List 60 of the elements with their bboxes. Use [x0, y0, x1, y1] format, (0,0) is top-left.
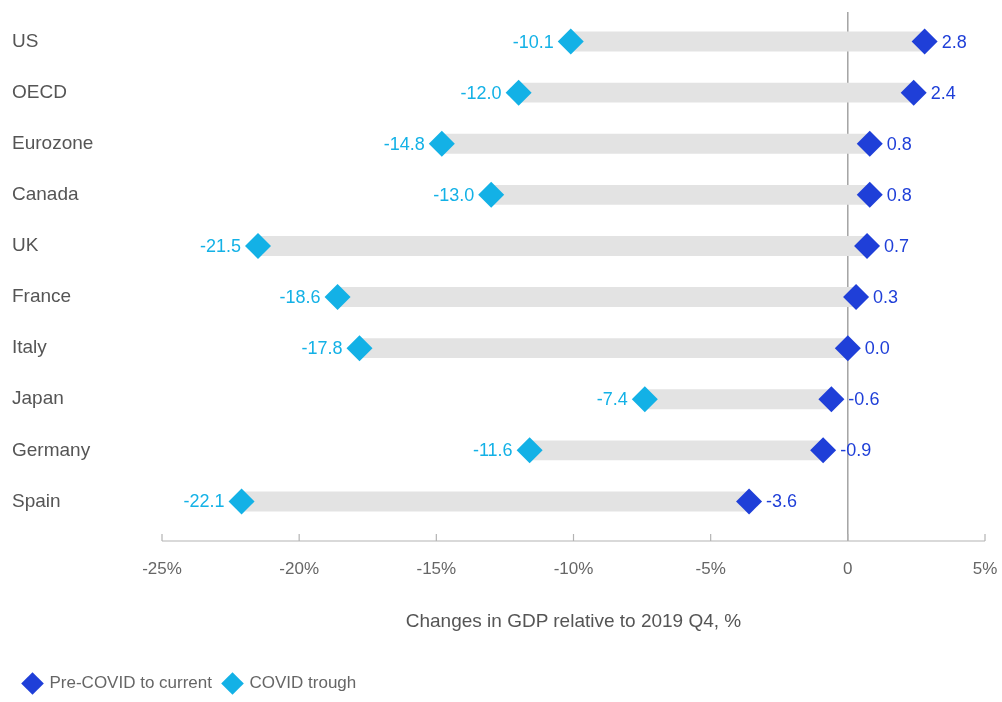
- point: [843, 284, 870, 311]
- data-label: -3.6: [766, 491, 798, 512]
- y-tick-label: Spain: [12, 489, 61, 511]
- data-label: 2.8: [941, 31, 967, 52]
- point: [557, 28, 584, 55]
- point: [324, 284, 351, 311]
- y-tick-label: OECD: [12, 80, 67, 102]
- data-label: -14.8: [383, 133, 425, 154]
- data-label: -22.1: [183, 491, 225, 512]
- point: [505, 79, 532, 106]
- data-label: -0.6: [848, 389, 880, 410]
- data-label: 0.0: [864, 338, 890, 359]
- point: [428, 130, 455, 157]
- y-tick-label: Eurozone: [12, 131, 94, 153]
- y-tick-label: Canada: [12, 183, 79, 205]
- point: [854, 232, 881, 259]
- x-tick-label: -10%: [553, 558, 594, 578]
- data-label: 2.4: [930, 82, 956, 103]
- data-label: -7.4: [596, 389, 628, 410]
- point: [911, 28, 938, 55]
- y-tick-label: Italy: [12, 336, 48, 358]
- x-axis-title: Changes in GDP relative to 2019 Q4, %: [405, 609, 742, 631]
- data-label: 0.8: [886, 184, 912, 205]
- data-label: 0.7: [884, 235, 910, 256]
- data-label: -13.0: [433, 184, 475, 205]
- point: [245, 232, 272, 259]
- data-label: 0.8: [886, 133, 912, 154]
- point: [818, 386, 845, 413]
- y-tick-label: US: [12, 29, 39, 51]
- data-label: -10.1: [512, 31, 554, 52]
- x-tick-label: -5%: [695, 558, 726, 578]
- point: [834, 335, 861, 362]
- data-label: -11.6: [472, 440, 513, 461]
- data-label: 0.3: [873, 287, 899, 308]
- y-tick-label: Japan: [12, 387, 64, 409]
- point: [478, 181, 505, 208]
- data-label: -21.5: [199, 235, 242, 256]
- legend-label: Pre-COVID to current: [49, 673, 213, 693]
- point: [900, 79, 927, 106]
- y-tick-label: France: [12, 285, 72, 307]
- x-tick-label: -25%: [142, 558, 182, 578]
- y-tick-label: Germany: [12, 438, 91, 460]
- point: [516, 437, 543, 464]
- point: [856, 181, 883, 208]
- data-label: -12.0: [460, 82, 502, 103]
- x-tick-label: 5%: [972, 558, 998, 578]
- data-label: -0.9: [840, 440, 872, 461]
- point: [631, 386, 658, 413]
- point: [810, 437, 837, 464]
- point: [736, 488, 763, 515]
- data-label: -18.6: [279, 287, 321, 308]
- x-tick-label: 0: [843, 558, 853, 578]
- data-label: -17.8: [301, 338, 343, 359]
- legend-label: COVID trough: [249, 673, 357, 693]
- y-tick-label: UK: [12, 234, 39, 256]
- x-tick-label: -20%: [279, 558, 320, 578]
- x-tick-label: -15%: [416, 558, 457, 578]
- point: [346, 335, 373, 362]
- point: [228, 488, 255, 515]
- point: [856, 130, 883, 157]
